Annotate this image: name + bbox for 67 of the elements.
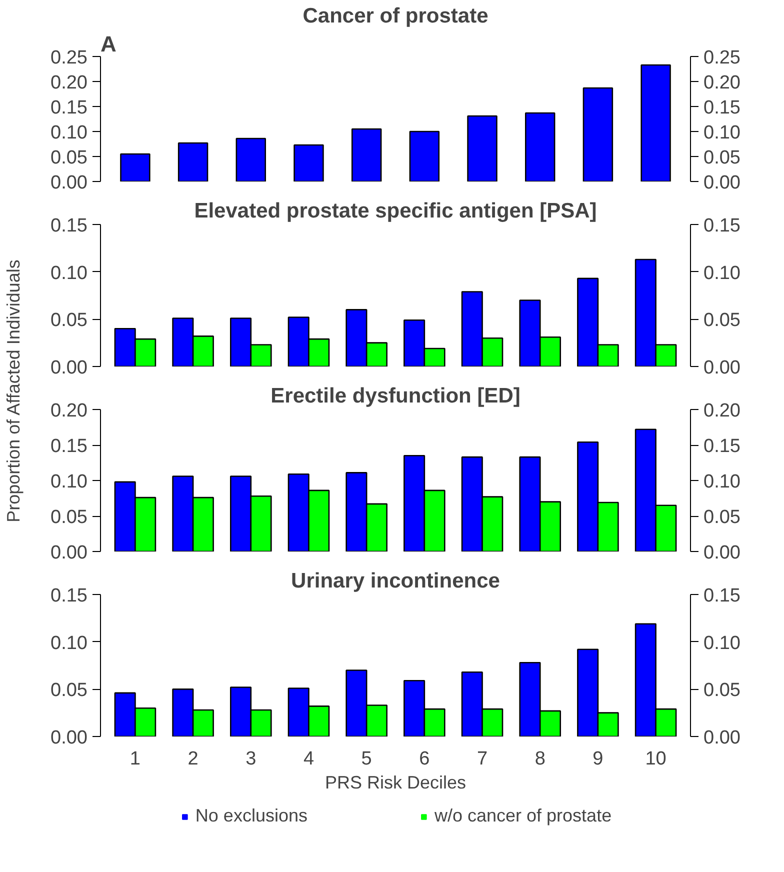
y-tick-label: 0.15 [50,216,88,236]
y-tick-label: 0.10 [50,632,88,654]
y2-tick-label: 0.15 [704,216,740,236]
chart-title: Urinary incontinence [291,570,500,592]
y-tick-label: 0.05 [50,507,88,528]
x-tick-label: 7 [476,748,488,770]
bar [120,153,150,182]
x-tick-label: 4 [303,748,314,770]
y2-tick-label: 0.15 [704,436,740,457]
y2-tick-label: 0.00 [704,542,740,564]
legend-label: w/o cancer of prostate [434,806,612,826]
y2-tick-label: 0.10 [704,632,740,654]
y-tick-label: 0.20 [50,72,88,94]
legend-label: No exclusions [195,806,308,826]
bar [467,115,498,182]
y2-tick-label: 0.05 [704,680,740,702]
y-tick-label: 0.20 [50,400,88,422]
y-tick-label: 0.15 [50,98,88,118]
x-tick-label: 1 [130,748,140,770]
y-tick-label: 0.15 [50,436,88,457]
y2-tick-label: 0.00 [704,172,740,194]
y2-tick-label: 0.25 [704,48,740,68]
bar [640,64,671,182]
bar [524,112,556,182]
y2-tick-label: 0.20 [704,72,740,94]
y2-tick-label: 0.15 [704,586,740,606]
y-tick-label: 0.10 [50,262,88,284]
y-tick-label: 0.25 [50,48,88,68]
y-tick-label: 0.10 [50,122,88,144]
x-tick-label: 2 [188,748,198,770]
y2-tick-label: 0.05 [704,310,740,332]
y2-tick-label: 0.00 [704,728,740,748]
x-tick-label: 3 [246,748,256,770]
y2-tick-label: 0.20 [704,400,740,422]
y-tick-label: 0.05 [50,680,88,702]
y-tick-label: 0.00 [50,358,88,378]
bar [409,130,440,182]
x-tick-label: 10 [645,748,666,770]
y-tick-label: 0.05 [50,148,88,168]
y-axis-title: Proportion of Affacted Individuals [4,260,24,522]
bar [582,87,614,182]
bar [178,142,208,182]
y-tick-label: 0.15 [50,586,88,606]
chart-title: Cancer of prostate [302,4,488,28]
x-tick-label: 5 [361,748,372,770]
y2-tick-label: 0.10 [704,472,740,492]
chart-title: Erectile dysfunction [ED] [270,384,520,408]
y2-tick-label: 0.15 [704,98,740,118]
y2-tick-label: 0.10 [704,122,740,144]
y-tick-label: 0.00 [50,172,88,194]
x-axis-title: PRS Risk Deciles [324,772,466,792]
y2-tick-label: 0.05 [704,507,740,528]
y2-tick-label: 0.05 [704,148,740,168]
y-tick-label: 0.10 [50,472,88,492]
bar [351,128,382,182]
y-tick-label: 0.05 [50,310,88,332]
x-tick-label: 9 [592,748,604,770]
x-tick-label: 8 [534,748,546,770]
y2-tick-label: 0.10 [704,262,740,284]
y-tick-label: 0.00 [50,728,88,748]
annotation: A [100,32,116,56]
y2-tick-label: 0.00 [704,358,740,378]
chart-title: Elevated prostate specific antigen [PSA] [194,200,597,222]
bar [236,138,266,182]
bar [294,144,324,182]
y-tick-label: 0.00 [50,542,88,564]
x-tick-label: 6 [419,748,430,770]
